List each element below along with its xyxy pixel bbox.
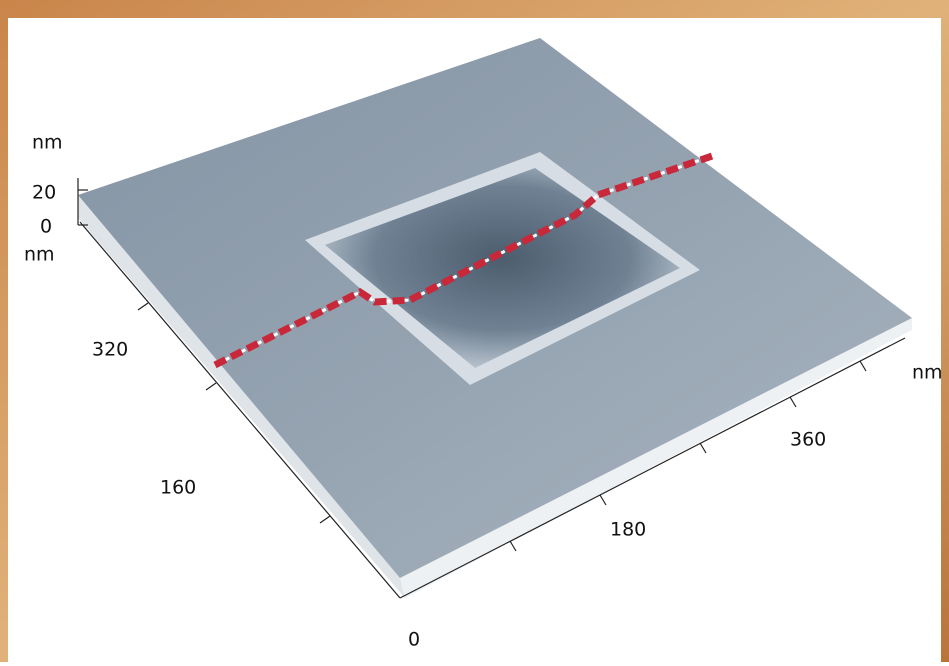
tick bbox=[699, 442, 707, 454]
y-axis bbox=[79, 221, 401, 599]
x-axis bbox=[399, 337, 906, 599]
axis-unit: nm bbox=[24, 244, 55, 266]
tick-label: 0 bbox=[40, 216, 52, 238]
pit bbox=[325, 168, 680, 368]
tick-label: 0 bbox=[408, 629, 420, 651]
tick bbox=[205, 382, 217, 391]
tick bbox=[509, 540, 517, 552]
tick bbox=[319, 515, 331, 524]
tick-label: 320 bbox=[92, 339, 128, 361]
tick-label: 360 bbox=[790, 429, 826, 451]
axis-unit: nm bbox=[912, 362, 943, 384]
tick-label: 20 bbox=[32, 182, 56, 204]
tick-label: 160 bbox=[160, 477, 196, 499]
tick-label: 180 bbox=[610, 519, 646, 541]
profile-line bbox=[213, 151, 717, 369]
axis-unit: nm bbox=[32, 132, 63, 154]
tick bbox=[859, 360, 867, 372]
surface-edge bbox=[78, 195, 405, 598]
tick bbox=[599, 494, 607, 506]
tick bbox=[137, 302, 149, 311]
surface-edge bbox=[400, 318, 912, 598]
tick bbox=[789, 396, 797, 408]
